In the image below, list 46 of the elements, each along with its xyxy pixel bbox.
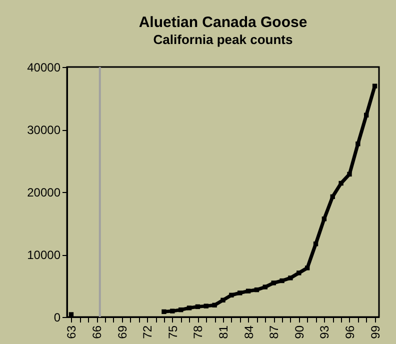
x-tick-label: 75 [166, 325, 180, 339]
y-tick-label: 30000 [27, 123, 61, 137]
point [304, 266, 310, 270]
point [229, 292, 234, 298]
point [212, 302, 217, 308]
x-tick-label: 96 [342, 325, 357, 339]
x-tick-label: 99 [368, 325, 382, 339]
chart-subtitle: California peak counts [153, 32, 293, 47]
point [204, 304, 208, 308]
point [262, 284, 268, 290]
y-tick-label: 20000 [27, 186, 61, 200]
x-tick-label: 78 [191, 325, 206, 339]
y-tick-label: 10000 [27, 248, 61, 262]
point [246, 288, 251, 294]
point [220, 298, 226, 302]
point [338, 180, 344, 186]
point [162, 309, 166, 314]
point [238, 290, 242, 296]
point [322, 216, 327, 222]
x-tick-label: 87 [267, 325, 282, 339]
x-tick-label: 72 [140, 325, 155, 339]
x-tick-label: 81 [216, 325, 230, 339]
point [186, 306, 192, 310]
y-tick-label: 0 [54, 310, 61, 324]
point [288, 276, 293, 280]
x-tick-label: 63 [64, 325, 79, 339]
x-tick-label: 93 [318, 325, 332, 339]
x-tick-label: 69 [115, 325, 130, 339]
point [271, 280, 276, 286]
x-tick-label: 90 [292, 325, 306, 339]
point [364, 112, 369, 118]
point [330, 194, 335, 200]
y-tick-label: 40000 [27, 60, 61, 74]
point [170, 308, 175, 314]
point [280, 278, 284, 284]
point [296, 270, 302, 276]
point [372, 84, 378, 88]
point [356, 142, 360, 146]
point [178, 307, 184, 312]
chart-title: Aluetian Canada Goose [138, 14, 308, 31]
point [347, 172, 352, 177]
point [195, 304, 200, 310]
x-tick-label: 84 [242, 325, 256, 339]
point [313, 242, 318, 246]
point [254, 287, 260, 292]
x-tick-label: 66 [90, 325, 104, 339]
